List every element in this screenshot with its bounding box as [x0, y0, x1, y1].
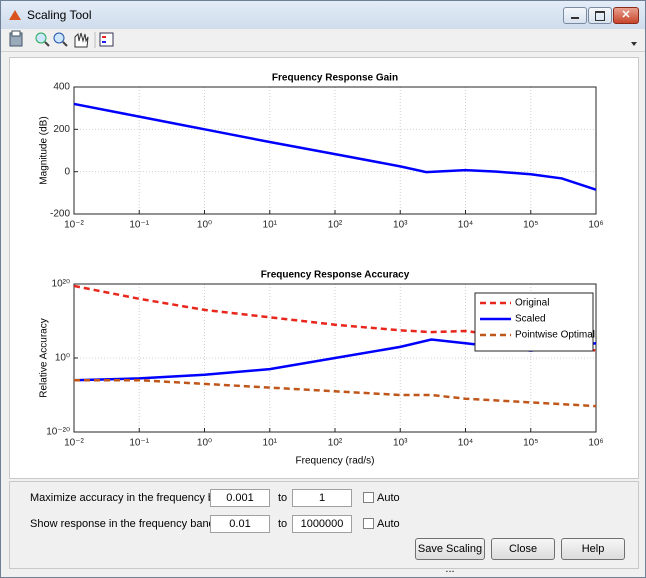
x-tick-label: 10⁵ — [523, 438, 538, 449]
y-axis-label: Relative Accuracy — [39, 318, 50, 397]
y-tick-label: 0 — [64, 166, 70, 177]
maximize-button[interactable] — [588, 7, 612, 24]
legend-label: Original — [515, 298, 549, 309]
x-tick-label: 10⁻¹ — [129, 220, 149, 231]
x-tick-label: 10² — [328, 220, 343, 231]
button[interactable]: Save Scaling ... — [415, 538, 485, 575]
x-tick-label: 10³ — [393, 220, 408, 231]
toolbar-icons — [9, 30, 637, 48]
data-line — [74, 378, 597, 408]
y-tick-label: 200 — [53, 124, 70, 135]
band-from-input[interactable]: 0.01 — [210, 515, 270, 533]
y-tick-label: 10⁰ — [55, 353, 70, 364]
y-tick-label: 10⁻²⁰ — [46, 427, 70, 438]
plot-panel: 10⁻² 10⁻¹ 10⁰ 10¹ 10² 10³ 10⁴ 10⁵ 10⁶ -200 0 200 400… — [9, 57, 639, 479]
x-tick-label: 10⁰ — [197, 438, 212, 449]
y-axis-label: Magnitude (dB) — [39, 116, 50, 184]
band-to-input[interactable]: 1000000 — [292, 515, 352, 533]
x-tick-label: 10⁴ — [458, 220, 473, 231]
x-tick-label: 10² — [328, 438, 343, 449]
to-label: to — [278, 492, 288, 504]
y-tick-label: -200 — [50, 209, 70, 220]
button[interactable]: Close — [491, 538, 555, 560]
legend-label: Scaled — [515, 314, 546, 325]
zoom-in-button[interactable] — [35, 32, 50, 47]
legend-button[interactable] — [99, 32, 114, 47]
auto-checkbox[interactable] — [363, 518, 374, 529]
pan-button[interactable] — [74, 32, 89, 48]
x-tick-label: 10⁻² — [64, 220, 84, 231]
window-title: Scaling Tool — [27, 8, 92, 22]
legend-label: Pointwise Optimal — [515, 330, 595, 341]
close-window-button[interactable]: ✕ — [613, 7, 639, 24]
legend: Original Scaled Pointwise Optimal — [474, 292, 595, 352]
auto-checkbox[interactable] — [363, 492, 374, 503]
x-tick-label: 10⁻² — [64, 438, 84, 449]
axes-frame — [73, 86, 597, 215]
x-tick-label: 10⁶ — [588, 438, 603, 449]
band-to-input[interactable]: 1 — [292, 489, 352, 507]
minimize-button[interactable] — [563, 7, 587, 24]
axes-frame — [73, 283, 597, 433]
to-label: to — [278, 518, 288, 530]
x-axis-label: Frequency (rad/s) — [296, 456, 375, 467]
field-label: Show response in the frequency band: — [30, 518, 218, 530]
band-from-input[interactable]: 0.001 — [210, 489, 270, 507]
print-button[interactable] — [9, 30, 23, 47]
y-tick-label: 400 — [53, 82, 70, 93]
title-bar: Scaling Tool ✕ — [1, 1, 645, 29]
control-panel: Maximize accuracy in the frequency band:… — [9, 481, 639, 575]
x-tick-label: 10¹ — [263, 220, 278, 231]
x-tick-label: 10⁵ — [523, 220, 538, 231]
charts: 10⁻² 10⁻¹ 10⁰ 10¹ 10² 10³ 10⁴ 10⁵ 10⁶ -200 0 200 400… — [39, 73, 604, 467]
auto-label: Auto — [377, 518, 400, 530]
button[interactable]: Help — [561, 538, 625, 560]
data-line — [73, 102, 597, 191]
x-tick-label: 10⁶ — [588, 220, 603, 231]
x-tick-label: 10¹ — [263, 438, 278, 449]
field-label: Maximize accuracy in the frequency band: — [30, 492, 236, 504]
auto-label: Auto — [377, 492, 400, 504]
zoom-out-button[interactable] — [53, 32, 68, 47]
x-tick-label: 10⁴ — [458, 438, 473, 449]
y-tick-label: 10²⁰ — [52, 279, 70, 290]
app-icon — [9, 10, 21, 20]
chart-title: Frequency Response Accuracy — [261, 270, 410, 281]
x-tick-label: 10⁰ — [197, 220, 212, 231]
chart-title: Frequency Response Gain — [272, 73, 398, 84]
x-tick-label: 10³ — [393, 438, 408, 449]
x-tick-label: 10⁻¹ — [129, 438, 149, 449]
toolbar — [1, 29, 645, 52]
toolbar-overflow[interactable] — [631, 42, 637, 46]
